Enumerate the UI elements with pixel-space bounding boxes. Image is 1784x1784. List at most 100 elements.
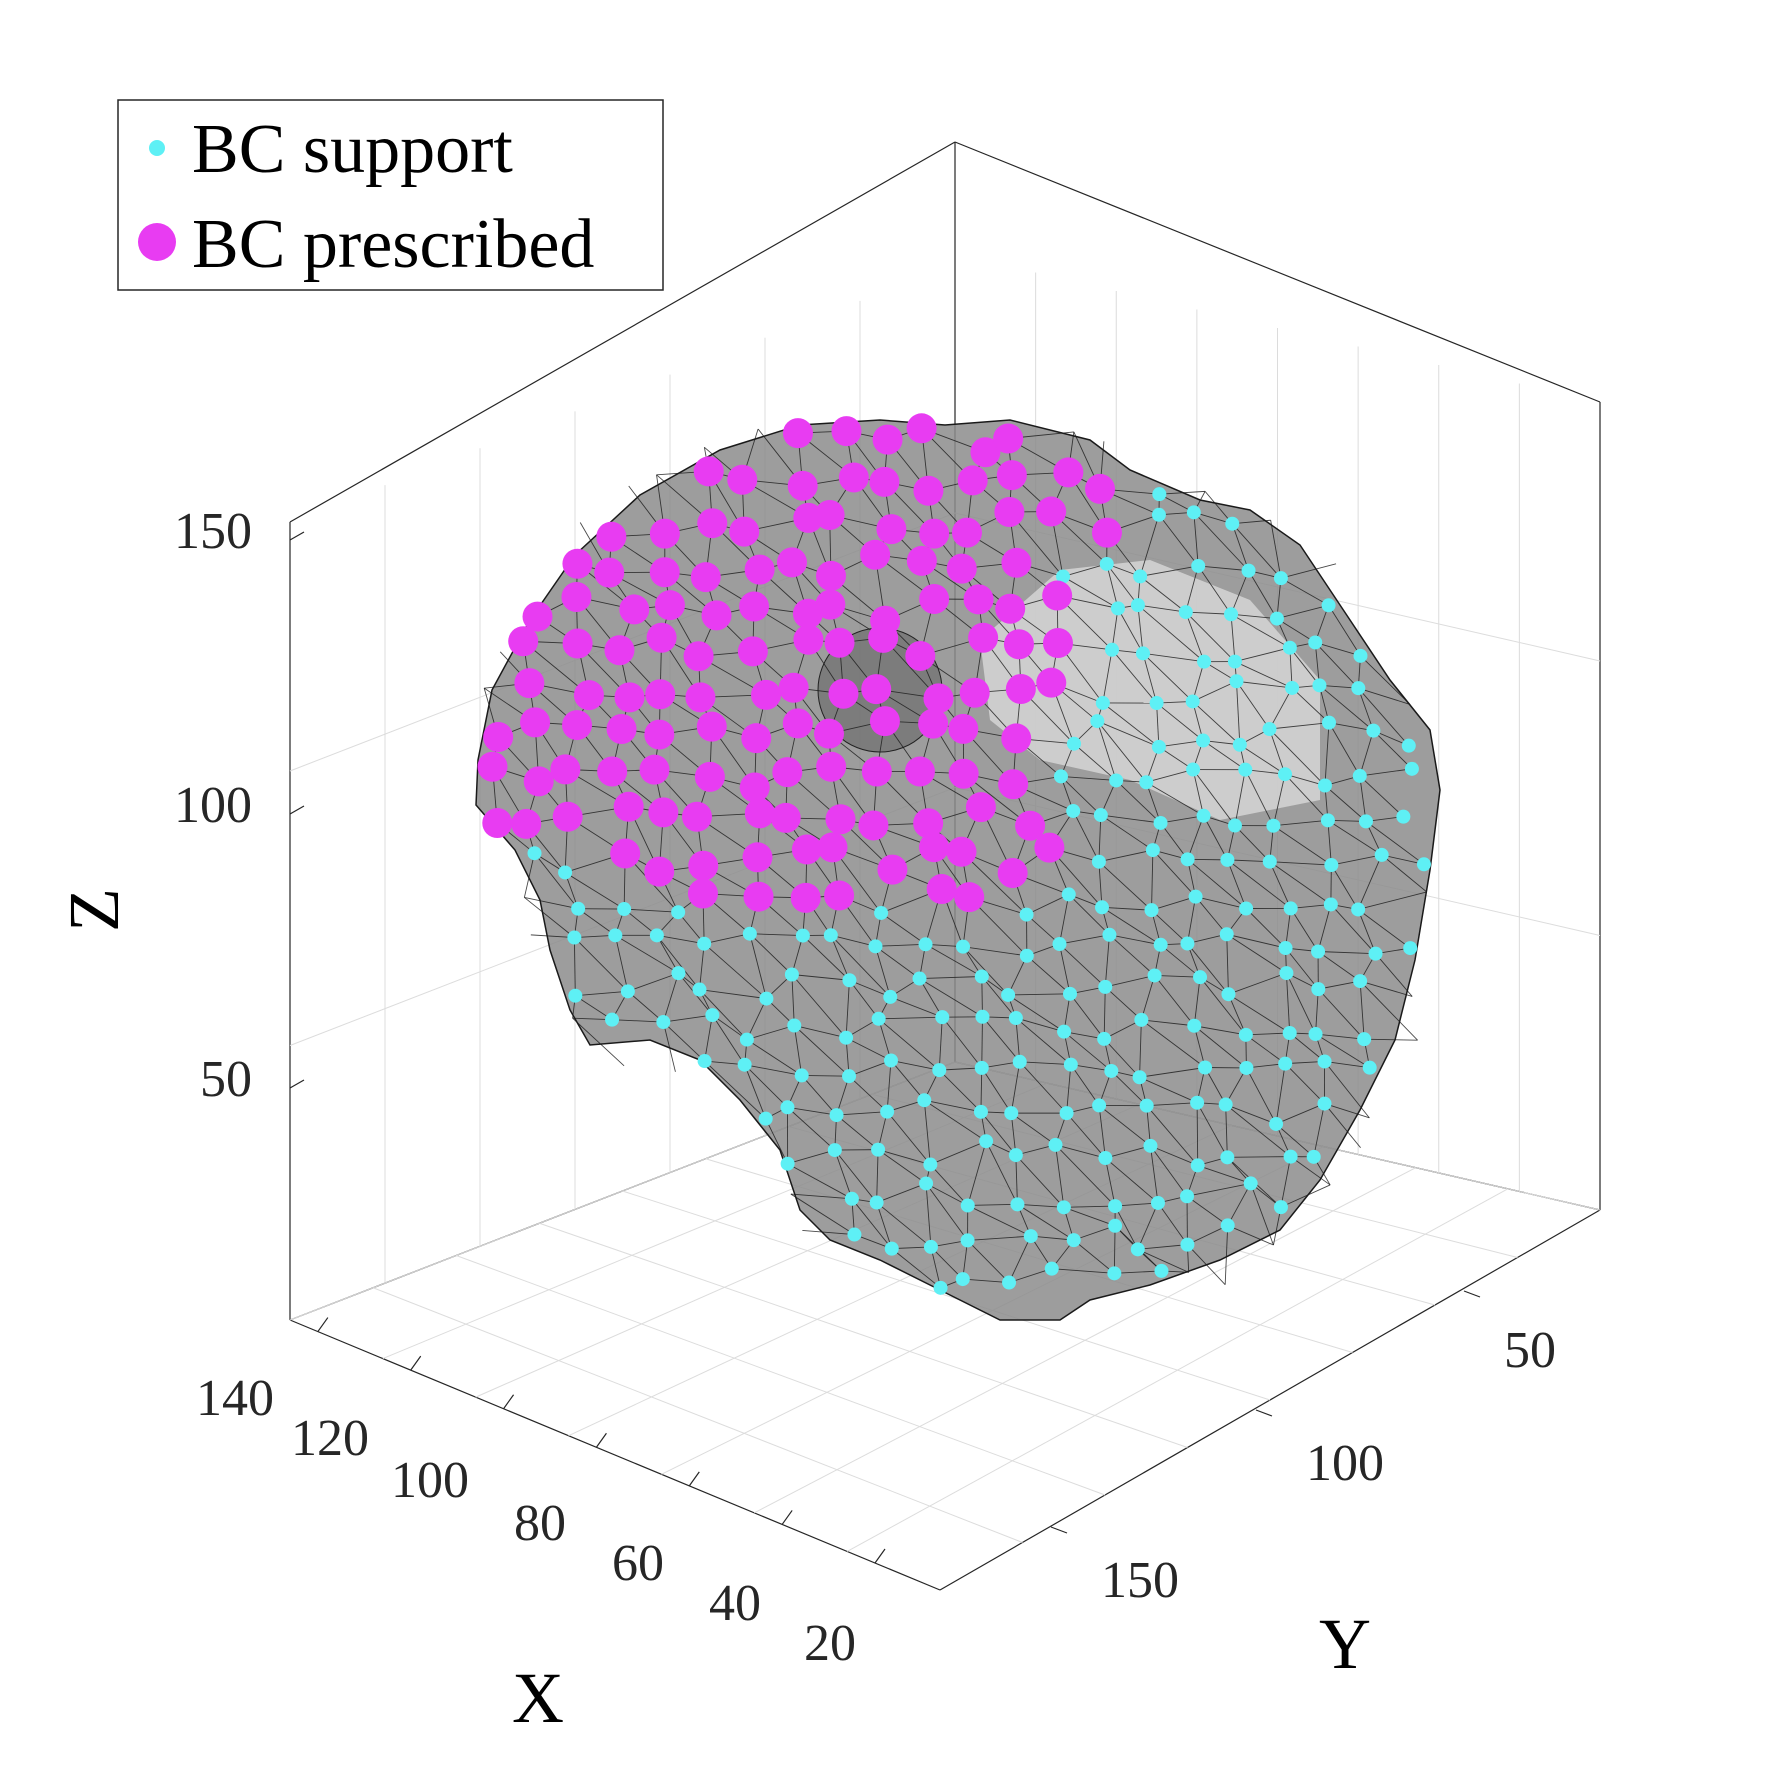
bc-prescribed-point [683,641,714,672]
box-edge [289,1319,941,1591]
bc-support-point [1133,569,1148,584]
bc-support-point [1061,887,1076,902]
bc-support-point [1188,889,1203,904]
mesh-edge [1100,814,1161,824]
bc-support-point [671,966,686,981]
mesh-edge [1051,1268,1115,1274]
bc-prescribed-point [482,808,513,839]
mesh-edge [925,1183,968,1206]
bc-prescribed-point [782,418,813,449]
mesh-edge [1072,810,1100,862]
mesh-edge [656,935,679,974]
mesh-edge [1115,1202,1159,1207]
mesh-edge [1202,740,1246,771]
mesh-edge [1015,1017,1072,1065]
bc-support-point [1001,987,1016,1002]
bc-prescribed-point [1003,629,1034,660]
bc-support-point [842,1069,857,1084]
bc-support-point [780,1100,795,1115]
bc-prescribed-point [868,622,899,653]
mesh-edge [1154,975,1201,978]
x-tick [595,1432,607,1448]
mesh-edge [1357,909,1376,954]
mesh-edge [699,989,748,1040]
mesh-edge [1017,1203,1064,1208]
mesh-edge [851,1198,893,1249]
mesh-edge [878,1016,943,1020]
mesh-edge [1150,1145,1198,1166]
mesh-edge [1106,563,1119,609]
bc-prescribed-point [562,628,593,659]
mesh-edge [1137,604,1186,613]
bc-support-point [1323,897,1338,912]
mesh-edge [938,1069,982,1113]
mesh-edge [848,1060,892,1077]
mesh-edge [1103,1038,1140,1078]
mesh-edge [1285,973,1291,1034]
mesh-edge [1226,934,1229,995]
mesh-edge [830,934,891,998]
mesh-edge [1318,980,1361,990]
mesh-edge [612,1019,664,1023]
tick-marks [289,531,1481,1564]
bc-prescribed-point [739,591,770,622]
bc-support-point [1241,563,1256,578]
bc-prescribed-point [613,791,644,822]
bc-support-point [839,1030,854,1045]
mesh-edge [1015,1155,1018,1205]
bc-support-point [1197,654,1212,669]
mesh-edge [1197,565,1232,615]
bc-prescribed-point [744,554,775,585]
bc-support-point [1308,1027,1323,1042]
bc-prescribed-point [793,624,824,655]
bc-support-point [1308,635,1323,650]
bc-prescribed-point [597,756,628,787]
z-tick-label: 150 [174,503,252,560]
mesh-edge [575,995,613,1021]
mesh-edge [1196,1102,1199,1166]
mesh-edge [1284,773,1329,821]
bc-prescribed-point [562,548,593,579]
bc-prescribed-point [693,456,724,487]
bc-support-point [1095,695,1110,710]
mesh-edge [1357,687,1374,731]
mesh-edge [1359,775,1367,822]
bc-prescribed-point [814,718,845,749]
mesh-edge [1019,1061,1071,1066]
bc-prescribed-point [824,627,855,658]
bc-prescribed-point [552,801,583,832]
mesh-edge [656,935,700,990]
bc-support-point [1416,857,1431,872]
mesh-edge [1100,814,1154,851]
mesh-edge [1234,661,1293,689]
bc-support-point [1262,722,1277,737]
bc-prescribed-point [954,882,985,913]
mesh-edge [1357,854,1383,910]
mesh-edge [1225,1104,1291,1157]
mesh-edge [1315,989,1319,1035]
mesh-edge [849,979,891,998]
bc-support-point [1180,1237,1195,1252]
bc-prescribed-point [550,754,581,785]
mesh-edge [1290,1156,1331,1186]
bc-support-point [1057,1024,1072,1039]
bc-support-point [1180,852,1195,867]
bc-support-point [868,939,883,954]
mesh-edge [1239,744,1286,775]
mesh-edge [962,1278,1010,1284]
mesh-edge [1291,687,1330,723]
mesh-edge [875,943,926,947]
mesh-edge [1111,1070,1147,1106]
mesh-edge [1146,781,1204,817]
mesh-edge [1314,642,1359,689]
mesh-edge [1227,1156,1291,1158]
mesh-edge [1098,861,1152,911]
mesh-edge [624,908,679,913]
mesh-edge [614,935,629,992]
bc-prescribed-point [919,584,950,615]
bc-support-point [1063,1057,1078,1072]
bc-support-point [1266,818,1281,833]
bc-prescribed-point [791,834,822,865]
bc-support-point [1094,900,1109,915]
